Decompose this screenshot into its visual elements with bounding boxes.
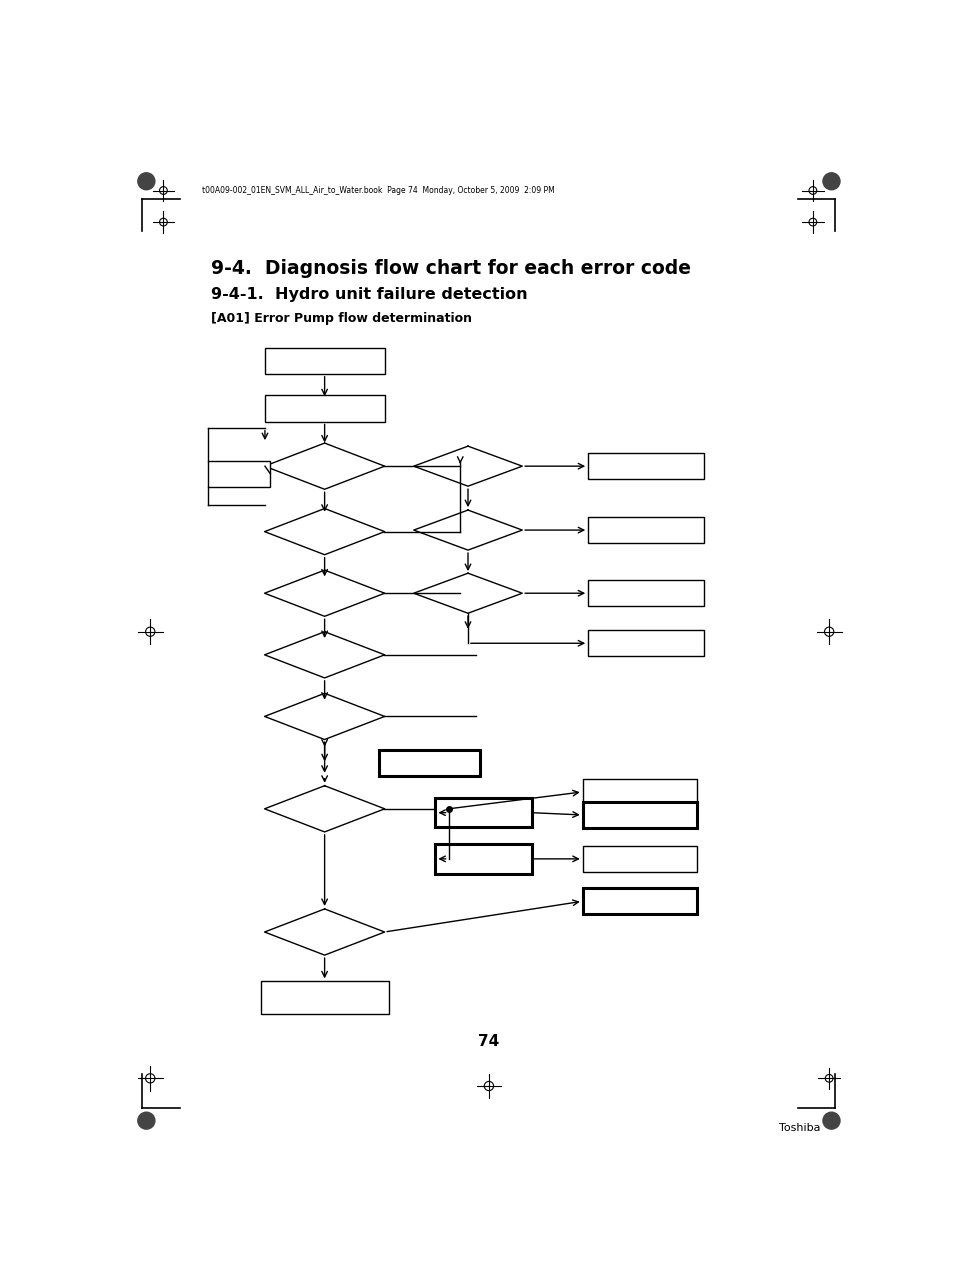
Bar <box>587 580 703 606</box>
Text: 9-4-1.  Hydro unit failure detection: 9-4-1. Hydro unit failure detection <box>211 287 527 302</box>
Bar <box>582 779 697 805</box>
Bar <box>582 889 697 914</box>
Bar <box>582 846 697 872</box>
Circle shape <box>137 1112 154 1129</box>
Circle shape <box>822 1112 840 1129</box>
Text: 74: 74 <box>477 1034 499 1049</box>
Text: 9-4.  Diagnosis flow chart for each error code: 9-4. Diagnosis flow chart for each error… <box>211 258 690 278</box>
Bar <box>587 517 703 543</box>
Bar <box>435 844 532 873</box>
Text: [A01] Error Pump flow determination: [A01] Error Pump flow determination <box>211 311 471 325</box>
Text: Toshiba: Toshiba <box>779 1123 820 1133</box>
Circle shape <box>822 172 840 190</box>
Bar <box>378 750 479 775</box>
Bar <box>208 460 270 487</box>
Text: t00A09-002_01EN_SVM_ALL_Air_to_Water.book  Page 74  Monday, October 5, 2009  2:0: t00A09-002_01EN_SVM_ALL_Air_to_Water.boo… <box>202 186 555 195</box>
Bar <box>587 453 703 480</box>
Bar <box>260 981 388 1013</box>
Bar <box>435 799 532 827</box>
Bar <box>264 347 384 374</box>
Bar <box>587 630 703 656</box>
Bar <box>582 802 697 828</box>
Circle shape <box>137 172 154 190</box>
Bar <box>264 395 384 422</box>
